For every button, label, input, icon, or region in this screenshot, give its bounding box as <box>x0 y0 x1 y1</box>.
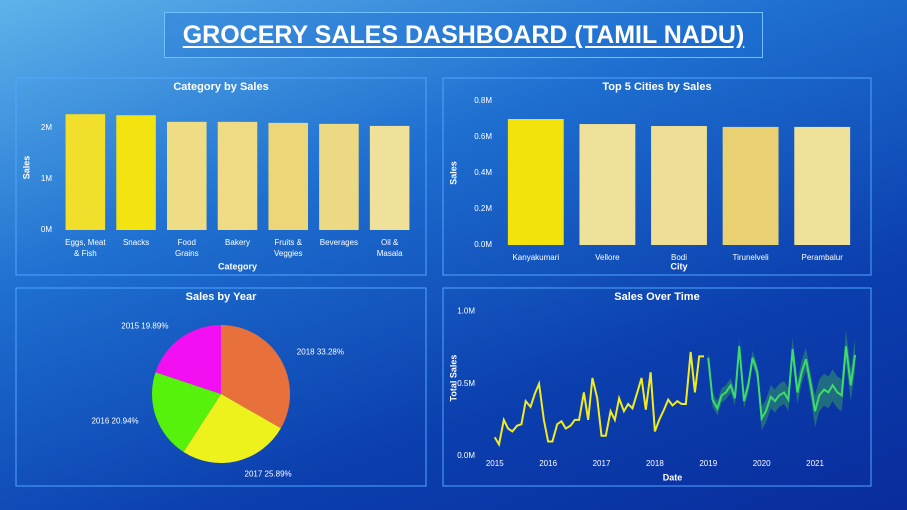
chart-title: Category by Sales <box>173 81 268 93</box>
x-tick-label: Kanyakumari <box>512 253 559 262</box>
bar <box>579 124 636 245</box>
y-tick-label: 0.5M <box>457 379 475 388</box>
y-tick-label: 0.6M <box>474 132 492 141</box>
x-tick-label: Vellore <box>595 253 620 262</box>
x-tick-label: Beverages <box>320 238 358 247</box>
x-tick-label: Food Grains <box>175 238 199 258</box>
chart-panel <box>15 287 427 487</box>
slice-value: 20.94% <box>112 417 139 426</box>
pie-slice <box>221 324 290 429</box>
x-tick-label: 2015 <box>486 459 504 468</box>
x-tick-label: Tirunelveli <box>733 253 769 262</box>
x-tick-label: 2021 <box>806 459 824 468</box>
y-tick-label: 0.0M <box>457 451 475 460</box>
slice-value: 19.89% <box>141 322 168 331</box>
slice-value: 33.28% <box>317 347 344 356</box>
x-axis-title: City <box>670 261 687 271</box>
chart-panel <box>442 77 872 276</box>
bar <box>268 122 308 230</box>
dashboard-title: GROCERY SALES DASHBOARD (TAMIL NADU) <box>164 12 763 58</box>
slice-value: 25.89% <box>265 470 292 479</box>
x-tick-label: 2016 <box>539 459 557 468</box>
chart-title: Sales Over Time <box>614 291 699 303</box>
bar <box>369 125 410 230</box>
y-axis-title: Total Sales <box>448 355 458 402</box>
y-axis-title: Sales <box>21 156 31 180</box>
x-tick-label: 2017 <box>593 459 611 468</box>
y-axis-title: Sales <box>448 161 458 185</box>
slice-label: 2018 33.28% <box>297 347 344 356</box>
slice-category: 2015 <box>121 322 139 331</box>
slice-category: 2017 <box>245 470 263 479</box>
x-axis-title: Category <box>218 261 257 271</box>
pie-slice <box>152 372 221 452</box>
slice-category: 2016 <box>91 417 109 426</box>
bar <box>507 119 564 245</box>
confidence-band <box>708 330 856 430</box>
line <box>493 351 704 448</box>
chart-title: Top 5 Cities by Sales <box>602 81 711 93</box>
x-tick-label: Eggs, Meat & Fish <box>65 238 106 258</box>
x-tick-label: Fruits & Veggies <box>274 238 303 258</box>
slice-label: 2016 20.94% <box>91 417 138 426</box>
bar <box>116 115 156 230</box>
y-tick-label: 1M <box>41 174 52 183</box>
x-tick-label: 2019 <box>699 459 717 468</box>
x-tick-label: 2018 <box>646 459 664 468</box>
x-tick-label: Oil & Masala <box>377 238 403 258</box>
bar <box>217 121 258 230</box>
pie-slice <box>155 325 221 394</box>
x-tick-label: 2020 <box>753 459 771 468</box>
y-tick-label: 0.4M <box>474 168 492 177</box>
x-axis-title: Date <box>663 472 683 482</box>
slice-label: 2017 25.89% <box>245 470 292 479</box>
y-tick-label: 0M <box>41 225 52 234</box>
chart-panel <box>15 77 427 276</box>
bar <box>794 126 851 245</box>
slice-category: 2018 <box>297 347 315 356</box>
y-tick-label: 0.2M <box>474 204 492 213</box>
y-tick-label: 0.8M <box>474 96 492 105</box>
bar <box>651 126 707 245</box>
y-tick-label: 1.0M <box>457 307 475 316</box>
chart-title: Sales by Year <box>186 291 257 303</box>
bar <box>167 121 207 230</box>
x-tick-label: Bodi <box>671 253 687 262</box>
bar <box>65 114 106 230</box>
bar <box>722 126 779 245</box>
x-tick-label: Perambalur <box>802 253 844 262</box>
y-tick-label: 2M <box>41 123 52 132</box>
x-tick-label: Snacks <box>123 238 149 247</box>
slice-label: 2015 19.89% <box>121 322 168 331</box>
chart-panel <box>442 287 872 487</box>
line <box>707 346 857 422</box>
pie-slice <box>183 394 281 463</box>
y-tick-label: 0.0M <box>474 240 492 249</box>
x-tick-label: Bakery <box>225 238 250 247</box>
bar <box>319 123 359 230</box>
